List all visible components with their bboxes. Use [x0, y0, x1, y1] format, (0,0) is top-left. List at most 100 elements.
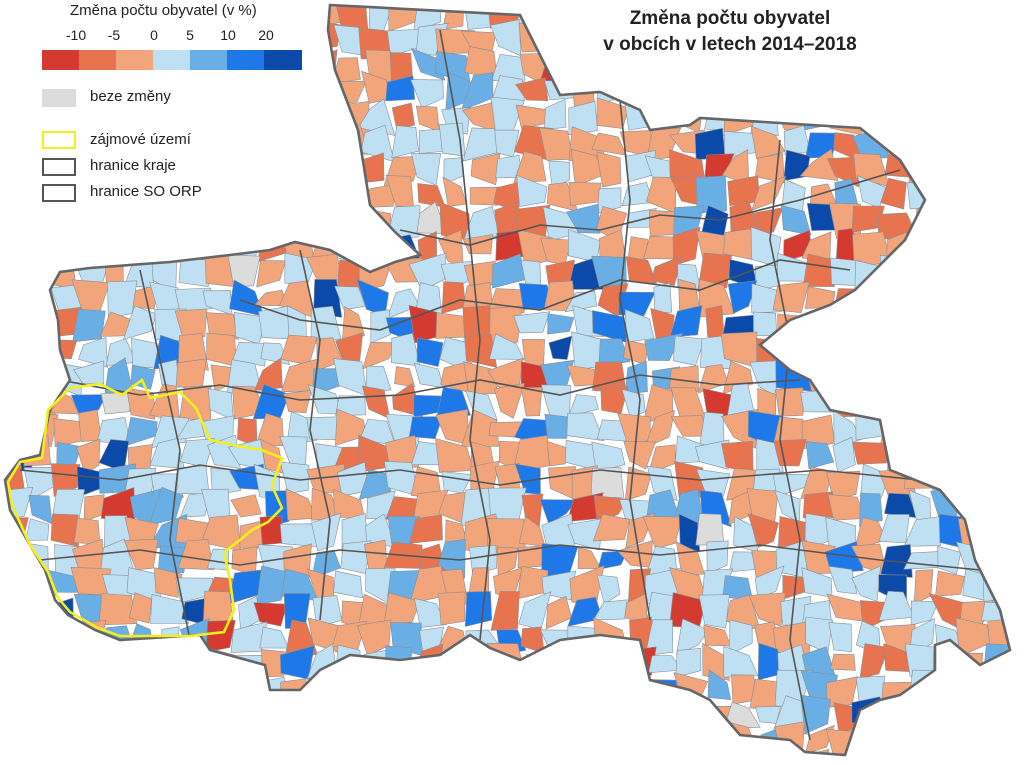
municipality: [644, 754, 678, 755]
municipality: [908, 385, 935, 416]
municipality: [780, 205, 812, 236]
municipality: [5, 286, 30, 314]
municipality: [230, 697, 268, 728]
municipality: [5, 312, 25, 340]
municipality: [385, 205, 421, 241]
municipality: [5, 356, 24, 392]
municipality: [980, 98, 1010, 129]
municipality: [642, 516, 683, 550]
municipality: [902, 19, 938, 59]
municipality: [438, 591, 466, 626]
municipality: [957, 76, 987, 107]
municipality: [912, 101, 938, 137]
municipality: [934, 287, 967, 314]
municipality: [207, 388, 234, 421]
municipality: [674, 698, 709, 729]
municipality: [254, 702, 289, 735]
municipality: [411, 761, 444, 765]
legend-title: Změna počtu obyvatel (v %): [70, 2, 257, 19]
municipality: [128, 592, 153, 624]
municipality: [306, 748, 339, 755]
municipality: [672, 756, 703, 765]
municipality: [644, 332, 683, 361]
municipality: [258, 70, 293, 111]
municipality: [515, 77, 549, 102]
municipality: [76, 645, 106, 681]
municipality: [155, 746, 183, 755]
municipality: [859, 643, 890, 680]
municipality: [937, 545, 962, 575]
municipality: [934, 5, 963, 32]
municipality: [227, 254, 261, 288]
municipality: [152, 236, 179, 260]
municipality: [748, 74, 776, 108]
municipality: [567, 518, 603, 551]
municipality: [203, 124, 239, 163]
municipality: [624, 466, 652, 502]
municipality: [748, 592, 786, 627]
municipality: [1009, 50, 1010, 80]
municipality: [988, 306, 1010, 336]
municipality: [1016, 306, 1024, 340]
municipality: [1016, 622, 1024, 650]
municipality: [20, 280, 48, 315]
municipality: [73, 360, 105, 385]
municipality: [903, 515, 944, 547]
municipality: [516, 698, 547, 730]
municipality: [76, 724, 103, 754]
municipality: [904, 309, 939, 343]
municipality: [516, 673, 553, 708]
municipality: [854, 310, 888, 339]
municipality: [907, 413, 933, 445]
municipality: [338, 203, 367, 239]
municipality: [884, 154, 917, 179]
municipality: [226, 149, 264, 184]
municipality: [1011, 132, 1024, 159]
municipality: [413, 362, 444, 389]
municipality: [1009, 538, 1010, 572]
municipality: [1011, 183, 1024, 211]
municipality: [933, 384, 965, 420]
municipality: [591, 441, 626, 473]
municipality: [5, 642, 28, 675]
municipality: [204, 227, 240, 258]
municipality: [985, 74, 1010, 106]
municipality: [25, 618, 57, 656]
municipality: [203, 694, 241, 730]
municipality: [981, 205, 1010, 241]
legend-class-swatch: [42, 50, 80, 70]
municipality: [388, 671, 413, 709]
municipality: [260, 154, 286, 189]
municipality: [437, 694, 467, 734]
municipality: [20, 721, 54, 755]
municipality: [957, 444, 983, 474]
municipality: [333, 358, 368, 397]
municipality: [232, 341, 268, 367]
municipality: [5, 747, 33, 755]
municipality: [800, 694, 831, 735]
municipality: [967, 5, 985, 34]
municipality: [987, 492, 1009, 527]
municipality: [357, 619, 392, 657]
municipality: [645, 722, 681, 755]
municipality: [567, 700, 599, 727]
municipality: [233, 727, 255, 755]
municipality: [907, 235, 939, 261]
municipality: [547, 313, 575, 335]
legend-class-swatch: [79, 50, 117, 70]
municipality: [540, 760, 574, 765]
municipality: [174, 308, 208, 340]
municipality: [546, 652, 575, 683]
municipality: [100, 391, 132, 415]
municipality: [285, 730, 316, 750]
municipality: [488, 720, 519, 755]
municipality: [957, 515, 988, 547]
municipality: [308, 70, 340, 111]
municipality: [78, 336, 108, 368]
municipality: [280, 5, 318, 32]
municipality: [175, 643, 209, 683]
municipality: [21, 697, 57, 736]
municipality: [805, 132, 839, 159]
municipality: [598, 646, 627, 683]
municipality: [880, 102, 913, 132]
